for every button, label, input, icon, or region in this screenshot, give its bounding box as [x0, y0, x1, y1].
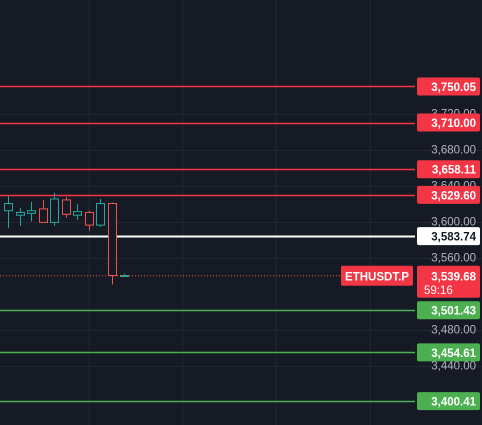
- countdown-label: 59:16: [424, 285, 453, 297]
- symbol-label: ETHUSDT.P: [345, 271, 409, 283]
- level-label-tag: [417, 185, 480, 204]
- level-label-tag: [417, 77, 480, 96]
- level-label-text: 3,658.11: [432, 165, 477, 177]
- candle-body: [73, 211, 82, 216]
- level-label-support: 3,454.61: [417, 343, 480, 362]
- current-price-tag: [417, 265, 480, 298]
- candle-body: [50, 198, 59, 223]
- level-label-text: 3,400.41: [431, 397, 476, 409]
- candle[interactable]: [108, 202, 117, 285]
- candle[interactable]: [62, 197, 71, 218]
- level-label-text: 3,750.05: [431, 82, 476, 94]
- current-price-marker: ETHUSDT.P 3,539.68 59:16: [0, 265, 480, 298]
- candle[interactable]: [85, 210, 94, 231]
- y-tick-label: 3,480.00: [431, 325, 476, 337]
- level-label-support: 3,400.41: [417, 392, 480, 411]
- level-label-tag: [417, 301, 480, 320]
- level-label-pivot: 3,583.74: [417, 227, 480, 246]
- level-label-text: 3,710.00: [431, 118, 476, 130]
- level-label-resistance: 3,710.00: [417, 113, 480, 132]
- level-label-tag: [417, 392, 480, 411]
- candle-body: [108, 203, 117, 276]
- candle-body: [85, 212, 94, 226]
- y-tick-label: 3,680.00: [431, 145, 476, 157]
- level-label-resistance: 3,750.05: [417, 77, 480, 96]
- level-label-resistance: 3,658.11: [417, 160, 480, 179]
- candle-body: [62, 199, 71, 215]
- candle-body: [96, 203, 105, 226]
- candle-body: [4, 203, 13, 212]
- level-label-resistance: 3,629.60: [417, 185, 480, 204]
- y-tick-label: 3,440.00: [431, 361, 476, 373]
- level-label-tag: [417, 160, 480, 179]
- price-level-labels: 3,750.05 3,710.00 3,658.11 3,629.60 3,583.74…: [417, 77, 480, 411]
- level-label-text: 3,501.43: [431, 306, 476, 318]
- candle-body: [27, 210, 36, 214]
- candle[interactable]: [96, 199, 105, 227]
- price-levels: [0, 85, 415, 403]
- level-label-text: 3,583.74: [431, 232, 476, 244]
- candle-body: [39, 208, 48, 223]
- current-price-label: 3,539.68: [431, 271, 476, 283]
- candle[interactable]: [4, 196, 13, 228]
- candle[interactable]: [73, 204, 82, 220]
- level-label-tag: [417, 227, 480, 246]
- level-label-tag: [417, 113, 480, 132]
- candle[interactable]: [39, 199, 48, 223]
- candle[interactable]: [16, 208, 25, 226]
- symbol-tag: [341, 265, 413, 286]
- candle[interactable]: [50, 192, 59, 226]
- candle[interactable]: [27, 201, 36, 222]
- y-tick-label: 3,560.00: [431, 253, 476, 265]
- level-label-tag: [417, 343, 480, 362]
- candle-body: [16, 212, 25, 216]
- level-label-text: 3,629.60: [431, 190, 476, 202]
- candles[interactable]: [4, 192, 129, 285]
- candle-body: [120, 275, 129, 277]
- y-tick-label: 3,600.00: [431, 217, 476, 229]
- level-label-text: 3,454.61: [431, 348, 476, 360]
- level-label-support: 3,501.43: [417, 301, 480, 320]
